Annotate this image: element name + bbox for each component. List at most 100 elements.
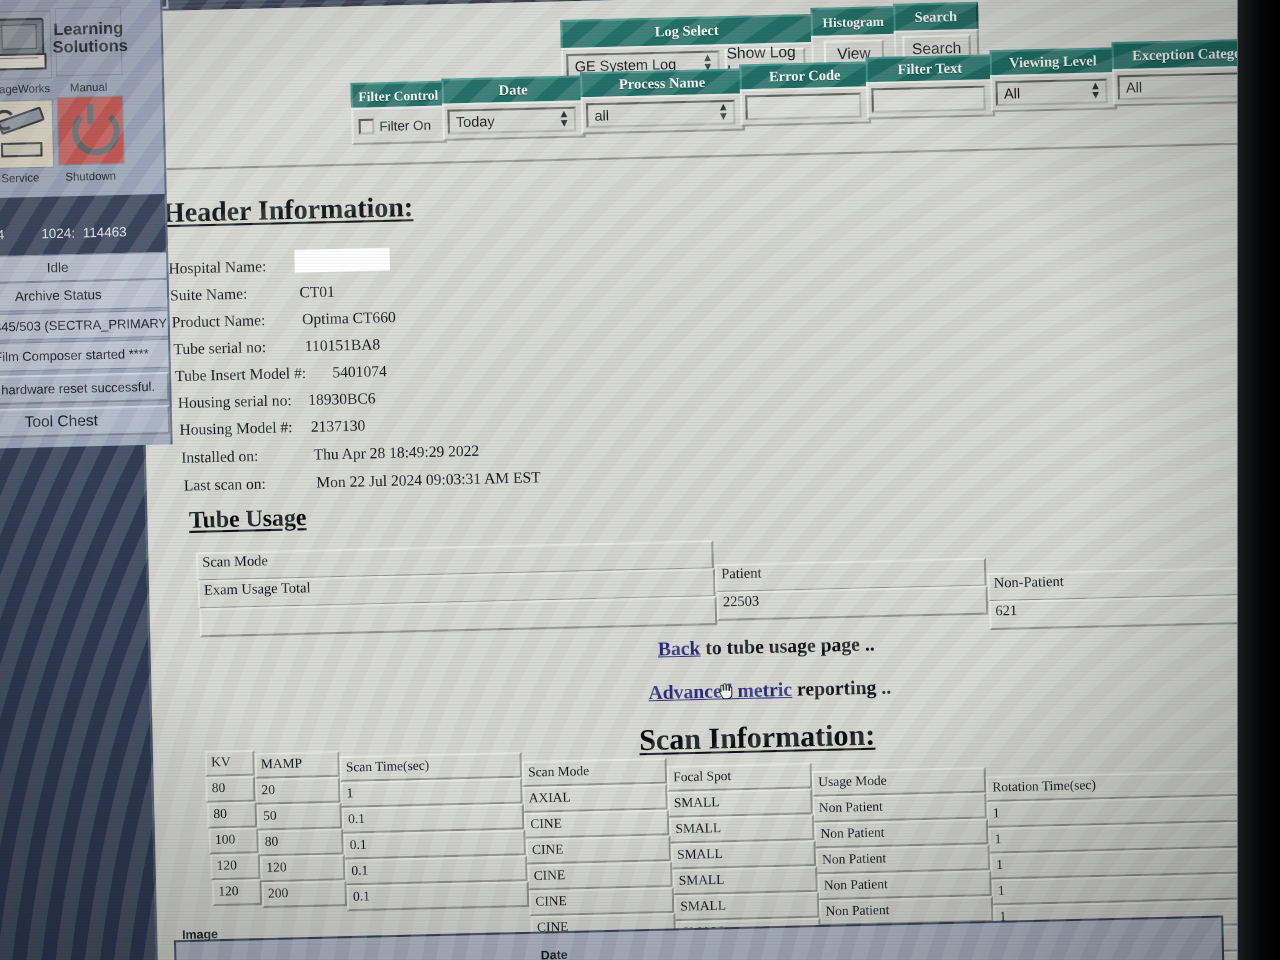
checkbox-icon[interactable]	[358, 118, 375, 135]
service-icon[interactable]	[0, 99, 55, 170]
tube-serial-label: Tube serial no:	[173, 339, 267, 359]
scan-col-mamp: MAMP	[254, 750, 340, 779]
learning-solutions-text: Learning Solutions	[52, 19, 129, 57]
error-code-cell	[739, 86, 872, 127]
tube-usage-nonpatient-value: 621	[988, 594, 1280, 631]
filter-text-cell	[865, 79, 996, 120]
installed-on-label: Installed on:	[181, 448, 259, 467]
shutdown-label: Shutdown	[65, 170, 117, 184]
shutdown-icon[interactable]	[56, 95, 125, 166]
exception-category-dropdown[interactable]: All ▲ ▼	[1117, 71, 1267, 101]
table-row: Non Patient	[815, 844, 991, 875]
table-row: SMALL	[672, 866, 818, 896]
archive-status-title: Archive Status	[0, 278, 168, 313]
chevron-updown-icon: ▲ ▼	[558, 107, 570, 130]
status-left-count: 57854	[0, 226, 5, 244]
table-row: 50	[256, 802, 343, 831]
last-scan-on-value: Mon 22 Jul 2024 09:03:31 AM EST	[316, 469, 541, 492]
table-row: CINE	[527, 861, 673, 891]
filter-text-input[interactable]	[871, 85, 986, 114]
table-row: 0.1	[346, 881, 530, 912]
suite-name-value: CT01	[299, 284, 336, 302]
tube-insert-model-label: Tube Insert Model #:	[174, 365, 307, 386]
table-row: 20	[255, 776, 341, 805]
imageworks-label: ImageWorks	[0, 82, 51, 97]
tube-usage-title: Tube Usage	[188, 504, 307, 533]
header-information-title: Header Information:	[162, 191, 414, 229]
date-value: Today	[455, 112, 495, 131]
table-row: 120	[210, 853, 261, 881]
filter-on-label: Filter On	[379, 116, 432, 134]
scan-information-title: Scan Information:	[638, 718, 876, 758]
archive-status-line: ent: 25345/503 (SECTRA_PRIMARY	[0, 309, 168, 342]
table-row: Non Patient	[814, 818, 989, 849]
table-row: CINE	[528, 887, 675, 917]
background-col-image: Image	[181, 926, 219, 943]
toolbar-divider	[141, 142, 1270, 171]
status-right-label: 1024:	[41, 225, 76, 242]
chevron-updown-icon: ▲ ▼	[1248, 72, 1261, 95]
table-row: 80	[205, 775, 256, 803]
advanced-link-tail: reporting ..	[791, 676, 892, 701]
imageworks-icon[interactable]	[0, 10, 53, 81]
scan-col-scan-mode: Scan Mode	[521, 757, 668, 788]
manual-label: Manual	[69, 81, 108, 95]
process-name-dropdown[interactable]: all ▲ ▼	[585, 99, 736, 129]
exception-category-value: All	[1125, 78, 1143, 96]
process-name-value: all	[594, 106, 610, 124]
hospital-name-redaction	[294, 247, 391, 273]
chevron-updown-icon: ▲ ▼	[1089, 79, 1102, 102]
tube-usage-patient-value: 22503	[716, 585, 989, 621]
date-dropdown[interactable]: Today ▲ ▼	[447, 106, 577, 135]
service-label: Service	[1, 172, 40, 186]
hospital-name-label: Hospital Name:	[168, 258, 267, 278]
table-row: SMALL	[669, 814, 815, 844]
back-link-tail: to tube usage page ..	[700, 633, 875, 660]
table-row: 120	[211, 879, 263, 907]
viewing-level-value: All	[1003, 84, 1021, 102]
tube-serial-value: 110151BA8	[304, 336, 381, 356]
table-row: SMALL	[667, 788, 813, 818]
process-name-cell: all ▲ ▼	[580, 93, 745, 135]
scan-col-focal-spot: Focal Spot	[666, 762, 813, 792]
hand-cursor-icon	[719, 683, 733, 700]
installed-on-value: Thu Apr 28 18:49:29 2022	[313, 443, 480, 464]
table-row: SMALL	[670, 840, 817, 870]
filter-control-cell: Filter On	[351, 105, 448, 146]
exception-category-cell: All ▲ ▼	[1112, 65, 1277, 107]
suite-name-label: Suite Name:	[169, 286, 248, 305]
table-row: 120	[259, 854, 346, 883]
housing-serial-value: 18930BC6	[308, 390, 376, 410]
date-cell: Today ▲ ▼	[442, 100, 586, 141]
status-right-count: 114463	[82, 223, 127, 241]
back-link[interactable]: Back	[657, 637, 701, 661]
table-row: 200	[261, 880, 348, 909]
table-row: 80	[258, 828, 344, 857]
last-scan-on-label: Last scan on:	[183, 476, 267, 495]
background-col-date: Date	[540, 947, 568, 960]
table-row: Non Patient	[812, 792, 987, 823]
table-row: CINE	[523, 809, 670, 839]
hardware-reset-line[interactable]: nning hardware reset successful.	[0, 371, 170, 407]
chevron-updown-icon: ▲ ▼	[717, 100, 730, 123]
table-row: CINE	[525, 835, 672, 865]
viewing-level-dropdown[interactable]: All ▲ ▼	[995, 78, 1108, 107]
scan-col-kv: KV	[204, 749, 255, 777]
tube-insert-model-value: 5401074	[332, 363, 387, 382]
table-row: Non Patient	[817, 870, 992, 901]
housing-model-label: Housing Model #:	[179, 419, 293, 439]
page-content: Log Select Histogram Search GE System Lo…	[137, 0, 1280, 960]
housing-model-value: 2137130	[310, 418, 366, 436]
advanced-link-line: Advanced metric reporting ..	[648, 677, 891, 705]
filter-on-toggle[interactable]: Filter On	[353, 116, 432, 135]
tool-chest-button[interactable]: Tool Chest	[0, 405, 171, 440]
error-code-input[interactable]	[745, 92, 862, 121]
manual-icon[interactable]: Learning Solutions	[52, 6, 129, 77]
status-nav-block: 9:06 57854 1024: 114463	[0, 193, 166, 258]
back-link-line: Back to tube usage page ..	[658, 634, 875, 662]
product-name-label: Product Name:	[171, 312, 266, 332]
viewing-level-cell: All ▲ ▼	[990, 72, 1118, 113]
browser-window: ErrorLog - InSite_Browser Log Select His…	[132, 0, 1280, 960]
